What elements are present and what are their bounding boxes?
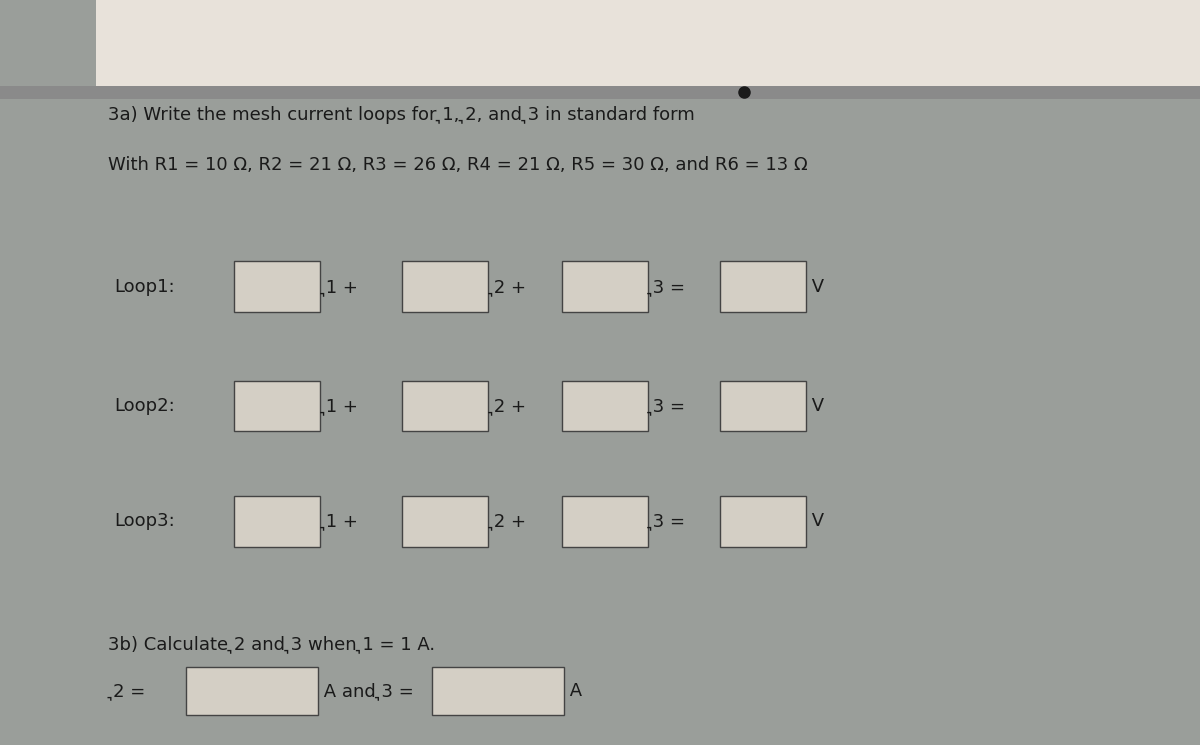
Text: Loop2:: Loop2: [114,397,175,415]
Text: 3b) Calculate ͉2 and ͉3 when ͉1 = 1 A.: 3b) Calculate ͉2 and ͉3 when ͉1 = 1 A. [108,635,436,653]
Text: Loop1:: Loop1: [114,278,175,296]
Bar [0,86,1200,99]
Text: ͉2 +: ͉2 + [488,397,527,415]
Text: ͉2 +: ͉2 + [488,513,527,530]
Text: A: A [564,682,582,700]
FancyBboxPatch shape [234,496,320,547]
Text: ͉1 +: ͉1 + [320,513,359,530]
Text: With R1 = 10 Ω, R2 = 21 Ω, R3 = 26 Ω, R4 = 21 Ω, R5 = 30 Ω, and R6 = 13 Ω: With R1 = 10 Ω, R2 = 21 Ω, R3 = 26 Ω, R4… [108,156,808,174]
FancyBboxPatch shape [186,668,318,715]
Text: ͉3 =: ͉3 = [648,397,686,415]
FancyBboxPatch shape [720,261,806,312]
Text: ͉2 =: ͉2 = [114,682,146,700]
FancyBboxPatch shape [402,381,488,431]
FancyBboxPatch shape [562,496,648,547]
FancyBboxPatch shape [562,381,648,431]
FancyBboxPatch shape [234,261,320,312]
FancyBboxPatch shape [402,496,488,547]
FancyBboxPatch shape [562,261,648,312]
Text: ͉1 +: ͉1 + [320,397,359,415]
Text: ͉1 +: ͉1 + [320,278,359,296]
Text: ͉3 =: ͉3 = [648,513,686,530]
Text: A and ͉3 =: A and ͉3 = [318,682,414,700]
Text: V: V [806,397,824,415]
Text: ͉3 =: ͉3 = [648,278,686,296]
Text: 3a) Write the mesh current loops for ͉1, ͉2, and ͉3 in standard form: 3a) Write the mesh current loops for ͉1,… [108,107,695,124]
FancyBboxPatch shape [234,381,320,431]
Text: V: V [806,513,824,530]
FancyBboxPatch shape [720,496,806,547]
Bar [96,0,1200,86]
FancyBboxPatch shape [402,261,488,312]
Text: ͉2 +: ͉2 + [488,278,527,296]
Text: Loop3:: Loop3: [114,513,175,530]
FancyBboxPatch shape [432,668,564,715]
FancyBboxPatch shape [720,381,806,431]
Text: V: V [806,278,824,296]
